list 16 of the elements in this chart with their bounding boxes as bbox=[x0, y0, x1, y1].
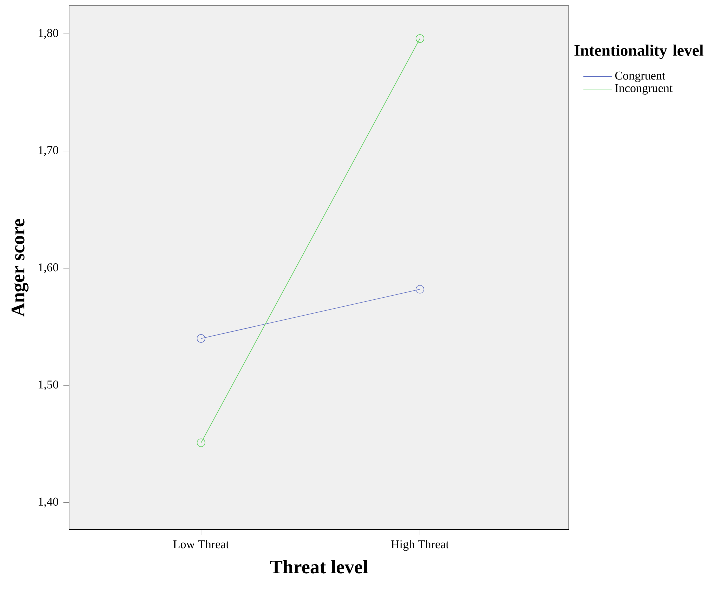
y-tick-label: 1,50 bbox=[38, 380, 58, 390]
legend-label: Congruent bbox=[615, 72, 666, 82]
point bbox=[416, 285, 424, 294]
x-axis-title: Threat level bbox=[270, 560, 368, 574]
y-tick-label: 1,80 bbox=[38, 29, 58, 39]
legend-title: Intentionality level bbox=[574, 44, 704, 60]
y-axis-title: Anger score bbox=[12, 219, 29, 317]
legend-label: Incongruent bbox=[615, 84, 673, 95]
point bbox=[197, 438, 206, 448]
x-tick-label: Low Threat bbox=[174, 540, 230, 548]
y-tick-label: 1,60 bbox=[38, 263, 58, 274]
point bbox=[416, 34, 424, 43]
y-tick-label: 1,70 bbox=[38, 146, 58, 156]
point bbox=[197, 334, 206, 343]
y-tick-label: 1,40 bbox=[38, 498, 58, 508]
x-tick-label: High Threat bbox=[391, 540, 450, 551]
